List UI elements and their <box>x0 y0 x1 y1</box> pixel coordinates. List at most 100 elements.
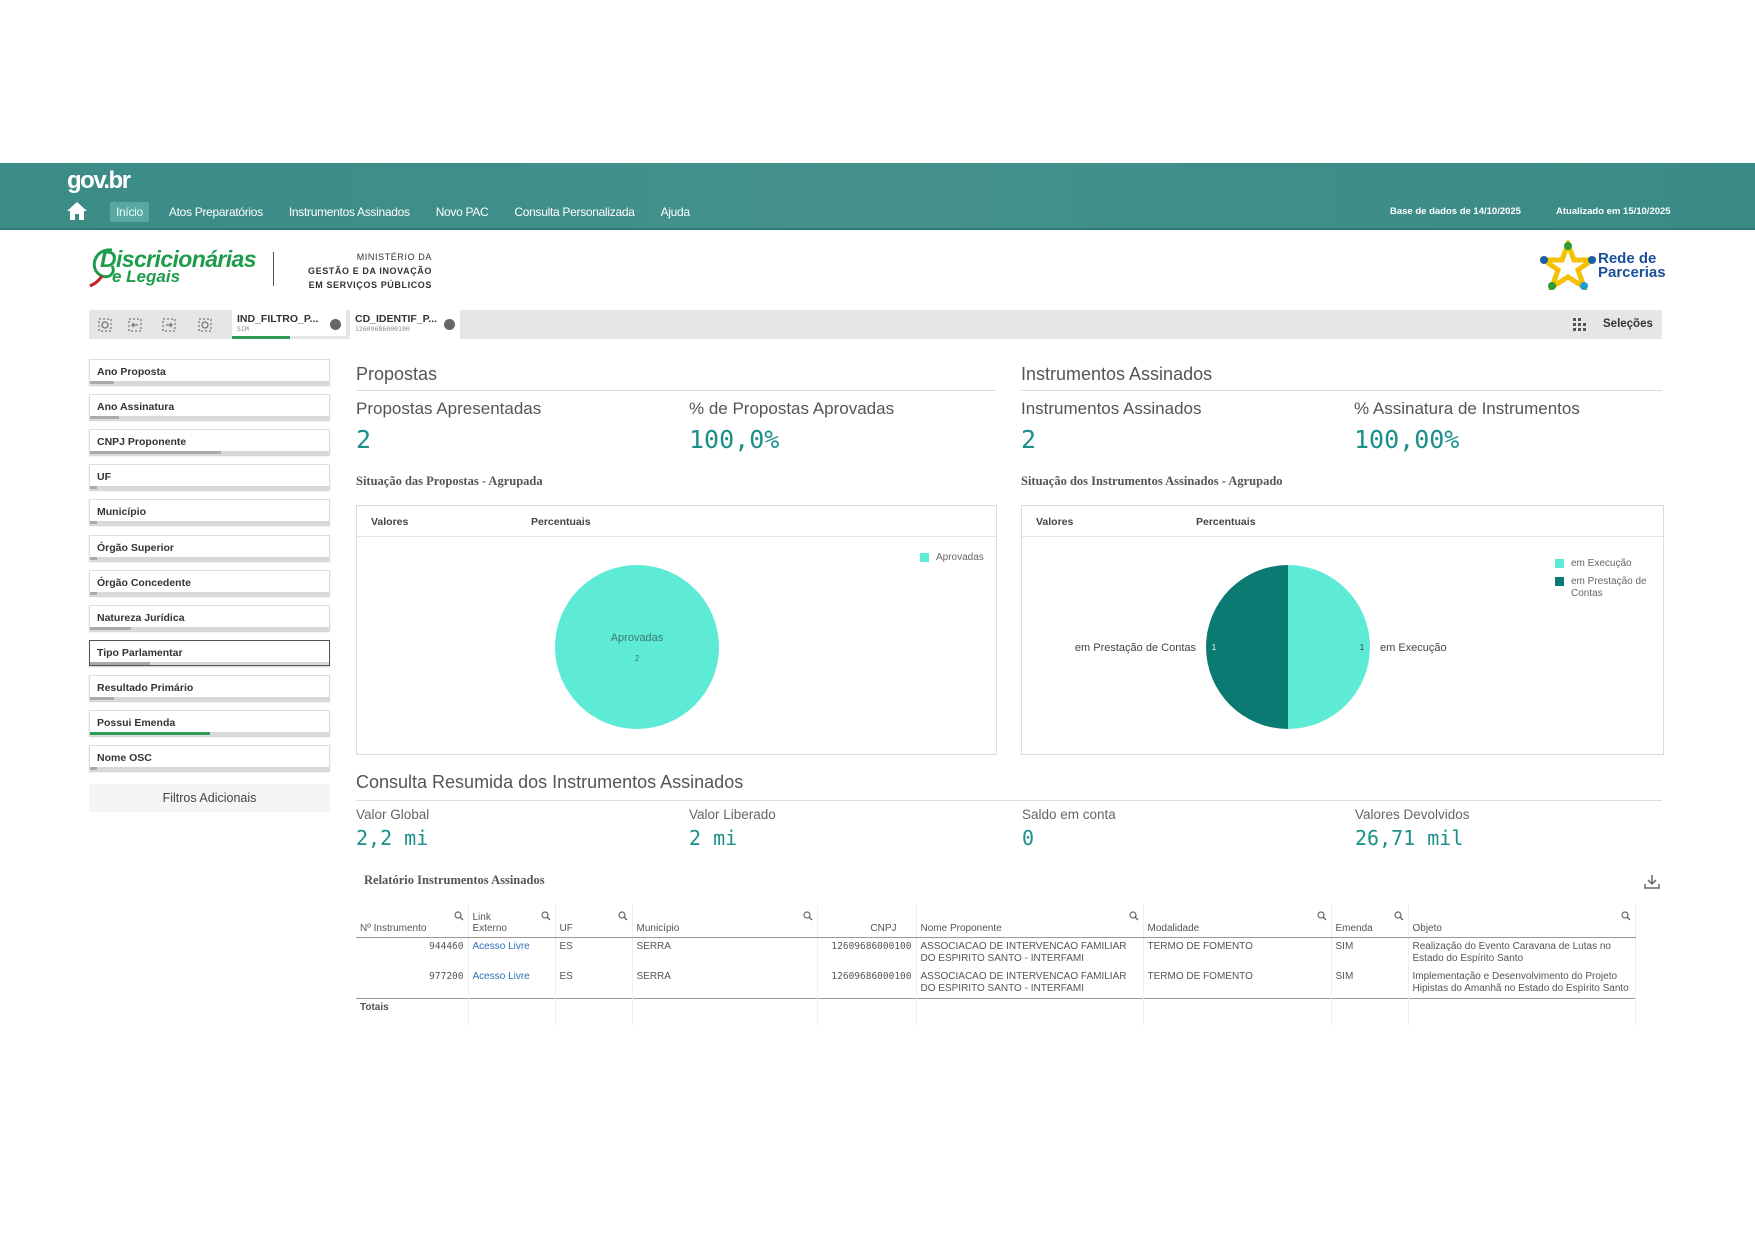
column-header[interactable]: Nome Proponente <box>916 905 1144 938</box>
column-header[interactable]: UF <box>555 905 633 938</box>
clear-selection[interactable] <box>444 319 455 330</box>
column-header[interactable]: Objeto <box>1408 905 1636 938</box>
filter-label: Tipo Parlamentar <box>97 646 183 659</box>
selection-item[interactable]: CD_IDENTIF_P... 12609686000100 <box>350 310 460 339</box>
filter-bar <box>90 696 329 700</box>
table-row: 944460 Acesso Livre ES SERRA 12609686000100 A… <box>356 937 1636 968</box>
legend-item[interactable]: Aprovadas <box>920 552 1015 564</box>
nav-item[interactable]: Atos Preparatórios <box>168 205 263 219</box>
nav-item[interactable]: Novo PAC <box>435 205 489 219</box>
table-cell[interactable]: Acesso Livre <box>468 968 556 999</box>
govbr-logo[interactable]: gov.br <box>67 167 131 194</box>
filter-label: Natureza Jurídica <box>97 611 185 624</box>
kpi-label: Propostas Apresentadas <box>356 399 542 418</box>
kpi-value: 26,71 mil <box>1355 826 1464 850</box>
report-title: Relatório Instrumentos Assinados <box>364 873 545 887</box>
slice-label: em Prestação de Contas <box>1075 642 1197 654</box>
filter-bar <box>90 521 329 525</box>
kpi-value: 2 <box>356 425 372 454</box>
filter[interactable]: Órgão Concedente <box>89 569 330 596</box>
selection-value: 12609686000100 <box>355 325 410 333</box>
search-icon[interactable] <box>1128 911 1139 921</box>
column-header[interactable]: Modalidade <box>1143 905 1332 938</box>
chart-tab[interactable]: Percentuais <box>1196 516 1256 528</box>
filter-label: CNPJ Proponente <box>97 436 187 449</box>
filter-label: Órgão Concedente <box>97 576 191 589</box>
table-cell: 977200 <box>356 968 469 999</box>
search-icon[interactable] <box>1620 911 1631 921</box>
logo-swirl <box>89 248 115 288</box>
kpi-label: Valores Devolvidos <box>1355 807 1470 822</box>
pie-chart: 1 em Execução 1 em Prestação de Contas <box>1075 565 1447 729</box>
selection-tools[interactable] <box>97 316 227 334</box>
more-filters-button[interactable]: Filtros Adicionais <box>89 784 330 812</box>
filter[interactable]: Possui Emenda <box>89 710 330 736</box>
top-bar: gov.br Início Atos Preparatórios Instrumen… <box>0 163 1755 230</box>
filter[interactable]: Município <box>89 499 330 526</box>
filter[interactable]: Natureza Jurídica <box>89 604 330 631</box>
search-icon[interactable] <box>1393 911 1404 921</box>
table-cell: Implementação e Desenvolvimento do Proje… <box>1408 968 1636 999</box>
filter[interactable]: UF <box>89 464 330 491</box>
search-icon[interactable] <box>617 911 628 921</box>
nav-item[interactable]: Instrumentos Assinados <box>288 205 410 219</box>
nav-item[interactable]: Início <box>110 202 149 222</box>
filter-label: Ano Assinatura <box>97 401 175 414</box>
filter[interactable]: Nome OSC <box>89 745 330 772</box>
legend-item[interactable]: em Prestação de Contas <box>1555 576 1650 600</box>
table-cell: Realização do Evento Caravana de Lutas n… <box>1408 937 1636 968</box>
kpi-label: % Assinatura de Instrumentos <box>1354 399 1580 418</box>
partner-line: Rede de <box>1598 250 1657 267</box>
selections-button[interactable]: Seleções <box>1603 318 1653 330</box>
table-cell: SERRA <box>632 968 818 999</box>
chart-tab[interactable]: Valores <box>1036 516 1074 528</box>
value-label: 1 <box>1212 643 1217 652</box>
kpi-value: 100,00% <box>1354 425 1460 454</box>
search-icon[interactable] <box>540 911 551 921</box>
home-icon[interactable] <box>66 201 88 221</box>
download-icon[interactable] <box>1644 874 1660 890</box>
filter[interactable]: Ano Assinatura <box>89 394 330 421</box>
nav-item[interactable]: Consulta Personalizada <box>514 205 635 219</box>
column-header[interactable]: CNPJ <box>817 905 917 938</box>
filter[interactable]: Tipo Parlamentar <box>89 639 330 666</box>
filter-bar-fill <box>90 661 150 665</box>
table-cell <box>1408 998 1636 1025</box>
chart-tab[interactable]: Percentuais <box>531 516 591 528</box>
chart-tab[interactable]: Valores <box>371 516 409 528</box>
chart-title: Situação das Propostas - Agrupada <box>356 474 543 488</box>
filter[interactable]: Órgão Superior <box>89 534 330 561</box>
column-header[interactable]: Município <box>632 905 818 938</box>
column-label: CNPJ <box>870 923 897 934</box>
tbody: 944460 Acesso Livre ES SERRA 12609686000100 A… <box>356 937 1636 1025</box>
legend-swatch <box>920 553 929 562</box>
filter-bar-fill <box>90 416 119 420</box>
column-header[interactable]: Nº Instrumento <box>356 905 469 938</box>
legend-label: em Execução <box>1571 558 1632 569</box>
updated-date: Atualizado em 15/10/2025 <box>1556 206 1671 217</box>
filter-bar-fill <box>90 381 114 384</box>
legend-item[interactable]: em Execução <box>1555 558 1650 570</box>
selection-field: CD_IDENTIF_P... <box>355 313 438 325</box>
divider <box>273 252 274 286</box>
column-header[interactable]: Emenda <box>1331 905 1409 938</box>
kpi-label: Valor Liberado <box>689 807 776 822</box>
clear-selection[interactable] <box>330 319 341 330</box>
filter[interactable]: Resultado Primário <box>89 674 330 701</box>
filter-bar <box>90 767 329 771</box>
filter[interactable]: CNPJ Proponente <box>89 429 330 456</box>
filter[interactable]: Ano Proposta <box>89 359 330 385</box>
selection-item[interactable]: IND_FILTRO_P... SIM <box>232 310 346 339</box>
thead: Nº Instrumento Link Externo UF Município CNP… <box>356 905 1636 938</box>
filter-bar-fill <box>90 556 98 560</box>
search-icon[interactable] <box>802 911 813 921</box>
nav: Início Atos Preparatórios Instrumentos Ass… <box>110 202 696 222</box>
filter-bar <box>90 451 329 455</box>
column-label: Emenda <box>1335 923 1373 934</box>
chart-box: Valores Percentuais 1 em Execução 1 em Presta… <box>1021 505 1664 755</box>
table-cell[interactable]: Acesso Livre <box>468 937 556 968</box>
column-header[interactable]: Link Externo <box>468 905 556 938</box>
search-icon[interactable] <box>453 911 464 921</box>
nav-item[interactable]: Ajuda <box>660 205 691 219</box>
search-icon[interactable] <box>1316 911 1327 921</box>
